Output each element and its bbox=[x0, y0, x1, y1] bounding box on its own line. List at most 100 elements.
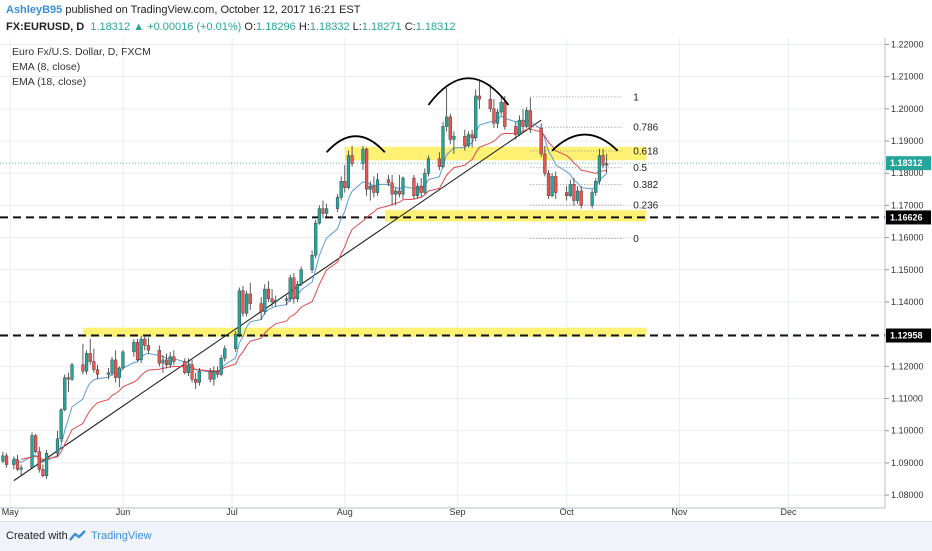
candle-body bbox=[590, 192, 594, 206]
price-tick-label: 1.11000 bbox=[891, 394, 923, 404]
candle-body bbox=[55, 438, 60, 454]
candle-body bbox=[437, 158, 441, 167]
candle-body bbox=[270, 298, 274, 303]
last-price: 1.18312 bbox=[90, 21, 131, 33]
candle-body bbox=[248, 293, 252, 304]
candle-body bbox=[339, 181, 343, 198]
candle-body bbox=[375, 179, 380, 193]
candle-body bbox=[579, 190, 583, 206]
price-chart[interactable]: 1 0.786 0.618 0.5 0.382 0.236 0 1.22000 1.21000 1… bbox=[0, 38, 932, 521]
candle-body bbox=[361, 148, 365, 164]
support-resistance-zone bbox=[82, 327, 647, 337]
candle-body bbox=[194, 379, 198, 383]
candle-body bbox=[84, 353, 89, 372]
candle-body bbox=[423, 173, 427, 193]
price-tick-label: 1.14000 bbox=[891, 297, 924, 307]
price-tick-label: 1.09000 bbox=[891, 458, 924, 468]
candle-body bbox=[212, 370, 216, 380]
candle-body bbox=[12, 459, 16, 465]
candle-body bbox=[259, 303, 263, 312]
candle-body bbox=[183, 361, 187, 373]
candle-body bbox=[15, 459, 20, 470]
head-shoulders-arc bbox=[325, 135, 386, 153]
candle-body bbox=[285, 298, 289, 301]
candle-body bbox=[34, 435, 38, 452]
published-text: published on TradingView.com, October 12… bbox=[65, 4, 361, 16]
legend-ema18[interactable]: EMA (18, close) bbox=[12, 76, 87, 88]
candle-body bbox=[397, 190, 401, 195]
candle-body bbox=[346, 155, 351, 188]
candle-body bbox=[543, 153, 547, 174]
candle-body bbox=[372, 185, 376, 193]
close-value: 1.18312 bbox=[415, 21, 456, 33]
candle-body bbox=[517, 119, 521, 135]
symbol-line: FX:EURUSD, D 1.18312 ▲ +0.00016 (+0.01%)… bbox=[6, 21, 455, 33]
grid-lines bbox=[0, 38, 885, 508]
candle-body bbox=[245, 293, 249, 314]
head-shoulders-arc bbox=[551, 133, 619, 152]
trend-line bbox=[13, 119, 542, 482]
open-label: O: bbox=[244, 21, 257, 33]
legend-title: Euro Fx/U.S. Dollar, D, FXCM bbox=[12, 46, 151, 58]
candle-body bbox=[394, 190, 398, 195]
time-tick-label: Oct bbox=[560, 507, 575, 517]
candle-body bbox=[143, 338, 147, 346]
candle-body bbox=[390, 182, 394, 195]
price-tick-label: 1.17000 bbox=[891, 200, 924, 210]
price-tick-label: 1.21000 bbox=[891, 72, 924, 82]
tradingview-brand-link[interactable]: TradingView bbox=[91, 530, 152, 542]
candle-body bbox=[121, 351, 125, 369]
candle-body bbox=[386, 179, 391, 184]
candle-body bbox=[215, 370, 220, 375]
candle-body bbox=[139, 338, 143, 361]
candle-body bbox=[601, 155, 605, 166]
author-link[interactable]: AshleyB95 bbox=[6, 4, 63, 16]
candle-body bbox=[41, 469, 45, 477]
footer-bar: Created with TradingView bbox=[0, 521, 932, 551]
candle-body bbox=[219, 358, 223, 375]
candle-body bbox=[335, 197, 340, 209]
time-tick-label: May bbox=[2, 507, 20, 517]
change-value: +0.00016 (+0.01%) bbox=[147, 21, 242, 33]
candle-body bbox=[514, 126, 518, 135]
candle-body bbox=[488, 98, 492, 110]
candle-body bbox=[208, 370, 212, 380]
candle-body bbox=[546, 173, 551, 196]
candle-body bbox=[594, 181, 598, 193]
candle-body bbox=[135, 342, 140, 361]
candle-body bbox=[266, 288, 271, 299]
candle-body bbox=[325, 208, 329, 214]
price-tick-label: 1.16000 bbox=[891, 233, 924, 243]
price-tick-label: 1.20000 bbox=[891, 104, 924, 114]
price-tick-label: 1.12000 bbox=[891, 361, 924, 371]
candle-body bbox=[368, 185, 372, 190]
candle-body bbox=[466, 134, 471, 147]
close-label: C: bbox=[404, 21, 416, 33]
candle-body bbox=[474, 95, 478, 138]
candle-body bbox=[292, 277, 296, 299]
price-tick-label: 1.18000 bbox=[891, 168, 924, 178]
candle-body bbox=[241, 290, 245, 314]
candle-body bbox=[63, 377, 67, 411]
candle-body bbox=[1, 455, 5, 462]
high-value: 1.18332 bbox=[309, 21, 350, 33]
candle-body bbox=[223, 348, 227, 359]
candle-body bbox=[492, 108, 496, 124]
candle-body bbox=[317, 208, 321, 224]
low-label: L: bbox=[352, 21, 362, 33]
candle-body bbox=[70, 364, 74, 380]
candle-body bbox=[572, 184, 576, 201]
time-tick-label: Sep bbox=[450, 507, 466, 517]
candle-body bbox=[477, 95, 481, 100]
fib-level-label: 0.786 bbox=[633, 123, 658, 134]
current-price-tag: 1.18312 bbox=[890, 158, 923, 168]
level-price-tag-bg bbox=[886, 328, 931, 343]
candle-body bbox=[172, 356, 176, 362]
legend-ema8[interactable]: EMA (8, close) bbox=[12, 61, 81, 73]
candle-body bbox=[412, 177, 416, 196]
candle-body bbox=[288, 277, 292, 299]
candle-body bbox=[88, 353, 92, 362]
candle-body bbox=[106, 372, 110, 375]
symbol[interactable]: FX:EURUSD, D bbox=[6, 21, 85, 33]
candle-body bbox=[110, 359, 114, 373]
